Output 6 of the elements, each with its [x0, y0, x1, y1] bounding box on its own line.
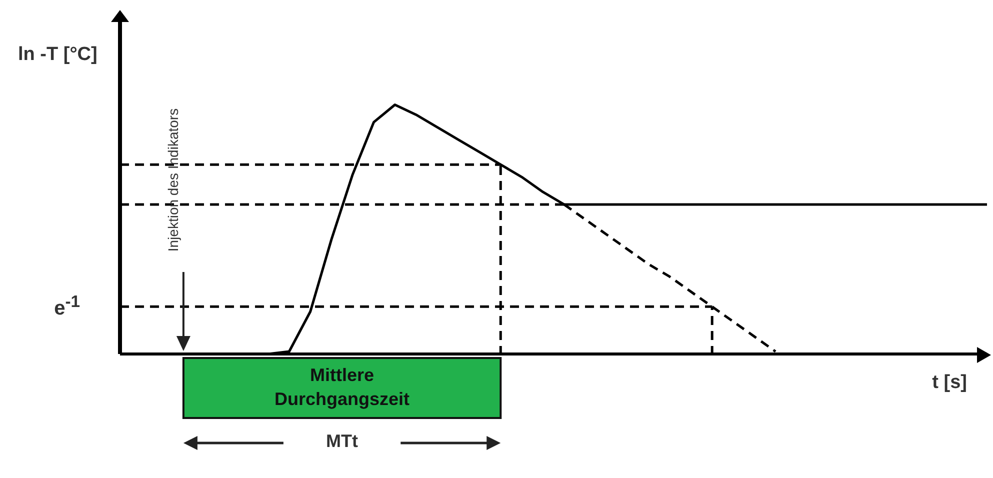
text: MTt [325, 431, 360, 452]
text: e$^{-1}$ [54, 292, 80, 320]
y-axis-title: ln -T [°C] [18, 44, 98, 66]
x-axis-title: t [s] [932, 372, 967, 394]
annotation: Injektion des Indikators [165, 107, 182, 254]
text: Mittlere Durchgangszeit [274, 364, 411, 411]
